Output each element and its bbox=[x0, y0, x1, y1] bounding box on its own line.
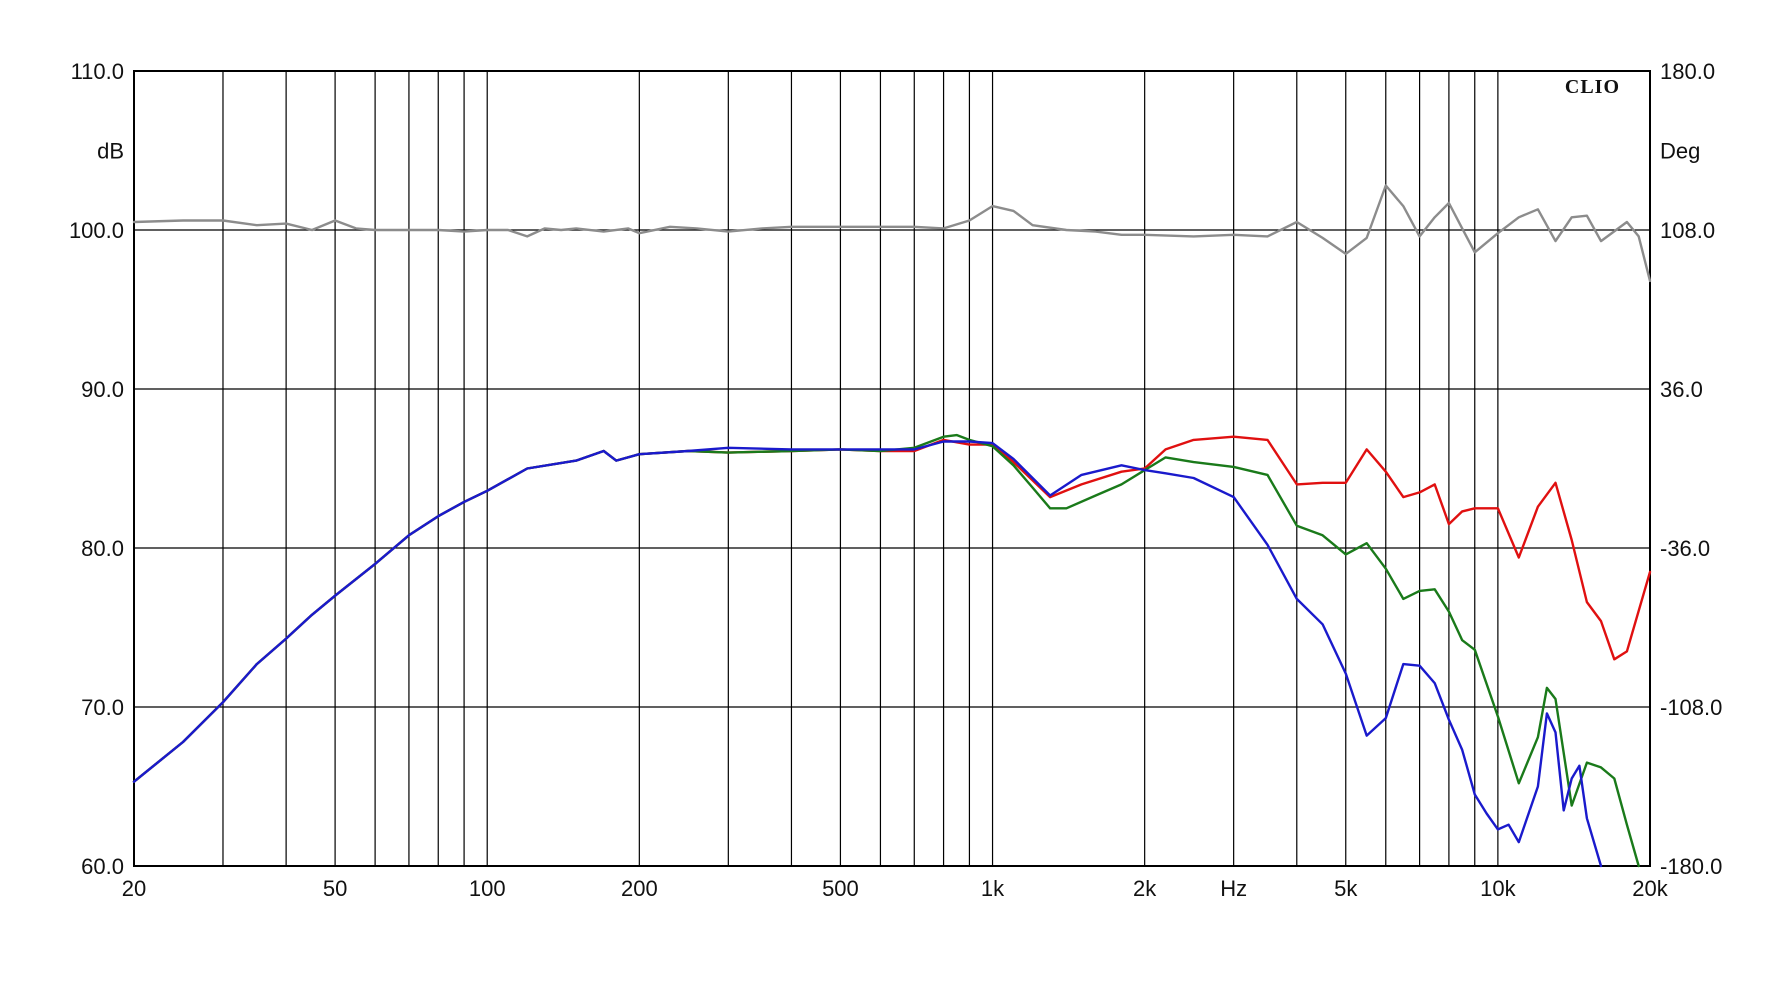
series-line-4 bbox=[132, 440, 1603, 868]
clio-brand-label: CLIO bbox=[1565, 76, 1620, 98]
x-unit-label: Hz bbox=[1220, 876, 1247, 901]
axis-labels: dB Deg Hz CLIO 60.0 70.0 80.0 90.0 100.0 110.… bbox=[69, 59, 1722, 901]
x-tick-label: 10k bbox=[1480, 876, 1516, 901]
series-layer bbox=[132, 184, 1652, 868]
y-tick-label: 100.0 bbox=[69, 218, 124, 243]
y-left-unit-label: dB bbox=[97, 139, 124, 164]
y-tick-label: 90.0 bbox=[81, 377, 124, 402]
x-tick-label: 2k bbox=[1133, 876, 1157, 901]
series-line-1 bbox=[132, 184, 1652, 283]
x-tick-label: 20k bbox=[1632, 876, 1668, 901]
x-tick-label: 5k bbox=[1334, 876, 1358, 901]
x-tick-label: 200 bbox=[621, 876, 658, 901]
y2-tick-label: -108.0 bbox=[1660, 695, 1722, 720]
plot-frame bbox=[133, 70, 1651, 867]
y-tick-label: 110.0 bbox=[71, 59, 124, 84]
y2-tick-label: 180.0 bbox=[1660, 59, 1715, 84]
x-tick-label: 20 bbox=[122, 876, 146, 901]
x-tick-label: 100 bbox=[469, 876, 506, 901]
y2-tick-label: 36.0 bbox=[1660, 377, 1703, 402]
x-tick-label: 500 bbox=[822, 876, 859, 901]
y2-tick-label: -36.0 bbox=[1660, 536, 1710, 561]
y-tick-label: 70.0 bbox=[81, 695, 124, 720]
x-tick-label: 1k bbox=[981, 876, 1005, 901]
y2-tick-label: -180.0 bbox=[1660, 854, 1722, 879]
y-right-unit-label: Deg bbox=[1660, 139, 1700, 164]
y2-tick-label: 108.0 bbox=[1660, 218, 1715, 243]
y-tick-label: 80.0 bbox=[81, 536, 124, 561]
y-tick-label: 60.0 bbox=[81, 854, 124, 879]
x-tick-label: 50 bbox=[323, 876, 347, 901]
